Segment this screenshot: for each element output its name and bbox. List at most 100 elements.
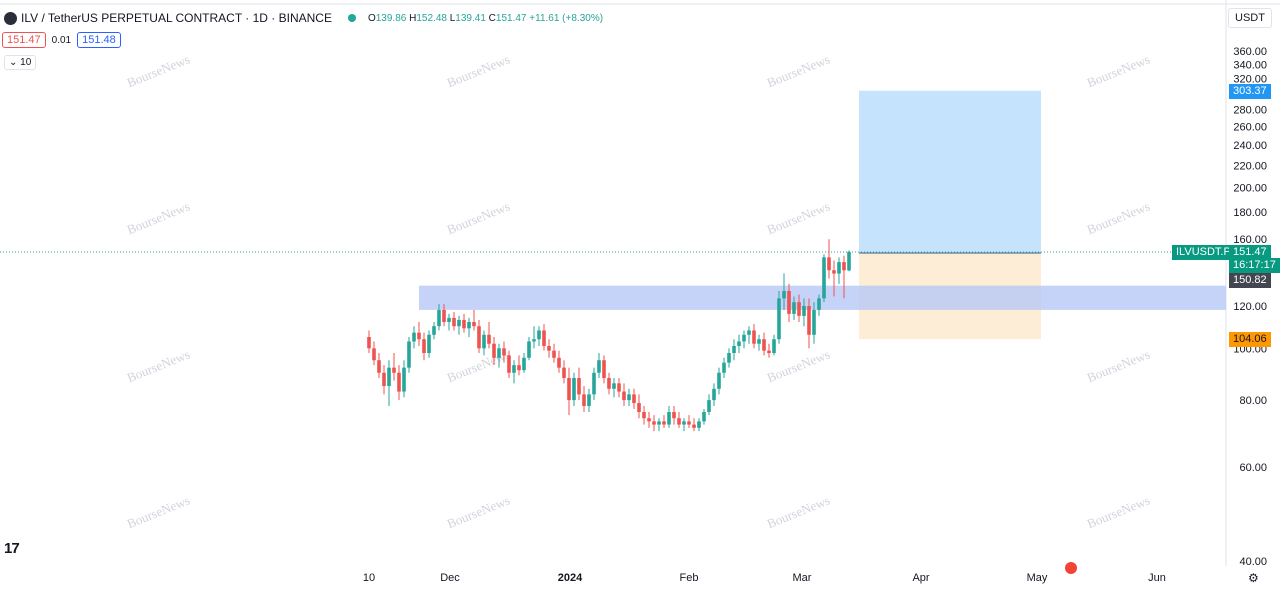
- sell-button[interactable]: 151.47: [2, 32, 46, 48]
- candle-body: [502, 348, 506, 356]
- gear-icon[interactable]: ⚙: [1248, 571, 1259, 585]
- price-tick-label: 120.00: [1233, 301, 1267, 313]
- candle-body: [792, 302, 796, 314]
- candle-body: [637, 403, 641, 413]
- candle-body: [477, 326, 481, 349]
- candle-body: [807, 306, 811, 335]
- watermark-text: BourseNews: [1085, 346, 1152, 385]
- candle-body: [607, 377, 611, 389]
- candle-body: [412, 332, 416, 342]
- candle-body: [427, 334, 431, 354]
- candle-body: [387, 367, 391, 387]
- candle-body: [597, 360, 601, 373]
- open-value: 139.86: [375, 12, 407, 24]
- buy-button[interactable]: 151.48: [77, 32, 121, 48]
- candle-body: [517, 365, 521, 371]
- market-open-dot-icon: [347, 14, 356, 22]
- candle-body: [582, 394, 586, 406]
- chevron-down-icon: ⌄: [9, 57, 18, 68]
- symbol-header: ILV / TetherUS PERPETUAL CONTRACT · 1D ·…: [0, 8, 603, 28]
- candle-body: [652, 421, 656, 425]
- candle-body: [752, 330, 756, 344]
- candle-body: [417, 332, 421, 340]
- watermark-text: BourseNews: [1085, 198, 1152, 237]
- candle-body: [842, 262, 846, 271]
- candle-body: [437, 309, 441, 327]
- candle-body: [372, 348, 376, 361]
- symbol-tag: ILVUSDT.P: [1172, 244, 1235, 260]
- last-price-tag: 151.47: [1229, 244, 1271, 260]
- stop-price-tag: 104.06: [1229, 332, 1271, 348]
- candle-body: [407, 341, 411, 368]
- spread-value: 0.01: [51, 34, 72, 46]
- currency-select[interactable]: USDT: [1228, 8, 1272, 28]
- candle-body: [642, 412, 646, 419]
- price-tick-label: 60.00: [1239, 462, 1267, 474]
- candle-body: [742, 334, 746, 342]
- candle-body: [617, 383, 621, 392]
- price-tick-label: 80.00: [1239, 395, 1267, 407]
- event-marker-icon: [1065, 562, 1077, 574]
- candle-body: [567, 377, 571, 401]
- candle-body: [677, 418, 681, 425]
- candle-body: [757, 339, 761, 344]
- time-tick-label: Jun: [1148, 572, 1166, 584]
- close-value: 151.47: [495, 12, 527, 24]
- price-axis[interactable]: 360.00340.00320.00300.00280.00260.00240.…: [1233, 46, 1267, 568]
- open-label: O: [367, 12, 376, 24]
- candle-body: [497, 348, 501, 358]
- candle-body: [492, 343, 496, 358]
- tradingview-logo-icon[interactable]: 17: [4, 540, 20, 557]
- target-zone: [859, 90, 1041, 253]
- volume-toggle[interactable]: ⌄ 10: [4, 55, 37, 70]
- low-label: L: [449, 12, 456, 24]
- candle-body: [472, 322, 476, 327]
- candle-body: [767, 350, 771, 354]
- candle-body: [772, 339, 776, 354]
- candle-body: [797, 302, 801, 316]
- candle-body: [392, 367, 396, 373]
- candle-body: [802, 306, 806, 316]
- candle-body: [787, 291, 791, 314]
- candle-body: [832, 270, 836, 274]
- candle-body: [707, 400, 711, 413]
- candle-body: [467, 322, 471, 329]
- candle-body: [572, 377, 576, 401]
- time-tick-label: Apr: [912, 572, 929, 584]
- time-tick-label: 2024: [558, 572, 583, 584]
- price-tick-label: 180.00: [1233, 207, 1267, 219]
- watermark-text: BourseNews: [445, 492, 512, 531]
- candle-body: [532, 339, 536, 342]
- price-tick-label: 340.00: [1233, 59, 1267, 71]
- low-value: 139.41: [455, 12, 486, 24]
- candle-body: [837, 262, 841, 274]
- change-value: +11.61 (+8.30%): [529, 12, 604, 24]
- price-tick-label: 240.00: [1233, 140, 1267, 152]
- price-tick-label: 260.00: [1233, 122, 1267, 134]
- watermark-text: BourseNews: [765, 198, 832, 237]
- candle-body: [542, 330, 546, 347]
- candles-layer: [367, 239, 851, 432]
- candle-body: [662, 421, 666, 425]
- candle-body: [552, 350, 556, 358]
- time-axis[interactable]: 10 Dec 2024 Feb Mar Apr May Jun: [363, 562, 1166, 584]
- price-tick-label: 360.00: [1233, 46, 1267, 58]
- candle-body: [422, 339, 426, 354]
- price-tick-label: 160.00: [1233, 234, 1267, 246]
- price-tick-label: 200.00: [1233, 182, 1267, 194]
- candle-body: [627, 394, 631, 401]
- candle-body: [587, 394, 591, 406]
- candle-body: [462, 319, 466, 329]
- bid-ask-row: 151.47 0.01 151.48: [2, 32, 121, 48]
- candle-body: [452, 317, 456, 327]
- time-tick-label: Mar: [793, 572, 812, 584]
- candle-body: [432, 326, 436, 335]
- candle-body: [657, 421, 661, 425]
- candle-body: [667, 412, 671, 425]
- symbol-title[interactable]: ILV / TetherUS PERPETUAL CONTRACT · 1D ·…: [21, 11, 332, 25]
- time-tick-label: Feb: [680, 572, 699, 584]
- target-price-tag: 303.37: [1229, 83, 1271, 99]
- price-tick-label: 220.00: [1233, 160, 1267, 172]
- watermark-text: BourseNews: [125, 51, 192, 90]
